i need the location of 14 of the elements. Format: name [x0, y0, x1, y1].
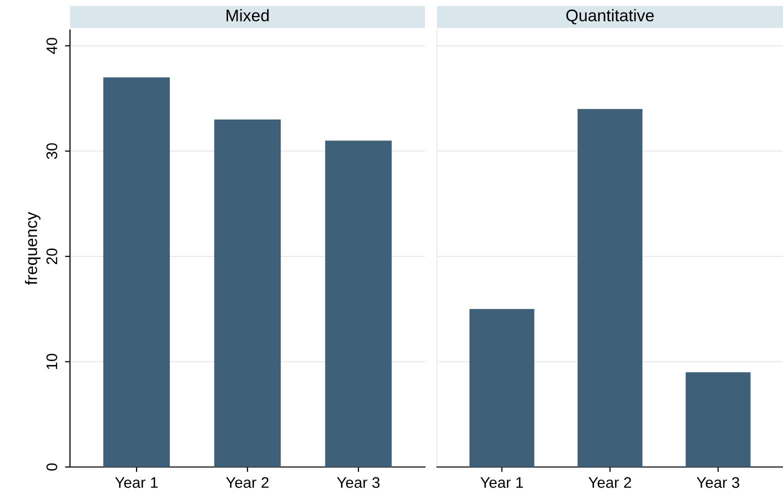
chart-title: Quantitative: [566, 9, 654, 24]
y-tick-label: 20: [46, 248, 58, 264]
x-tick-label: Year 1: [480, 477, 523, 488]
x-tick-label: Year 2: [226, 477, 269, 488]
y-tick-label: 30: [46, 143, 58, 160]
y-tick-label: 10: [46, 354, 58, 370]
y-tick-label: 0: [46, 463, 58, 471]
y-axis-title: frequency: [24, 212, 40, 285]
chart-title: Mixed: [226, 9, 269, 22]
x-tick-label: Year 3: [696, 477, 740, 488]
x-tick-label: Year 2: [588, 477, 632, 488]
y-tick-label: 40: [46, 38, 58, 54]
x-tick-label: Year 1: [115, 477, 158, 488]
x-tick-label: Year 3: [336, 477, 380, 488]
